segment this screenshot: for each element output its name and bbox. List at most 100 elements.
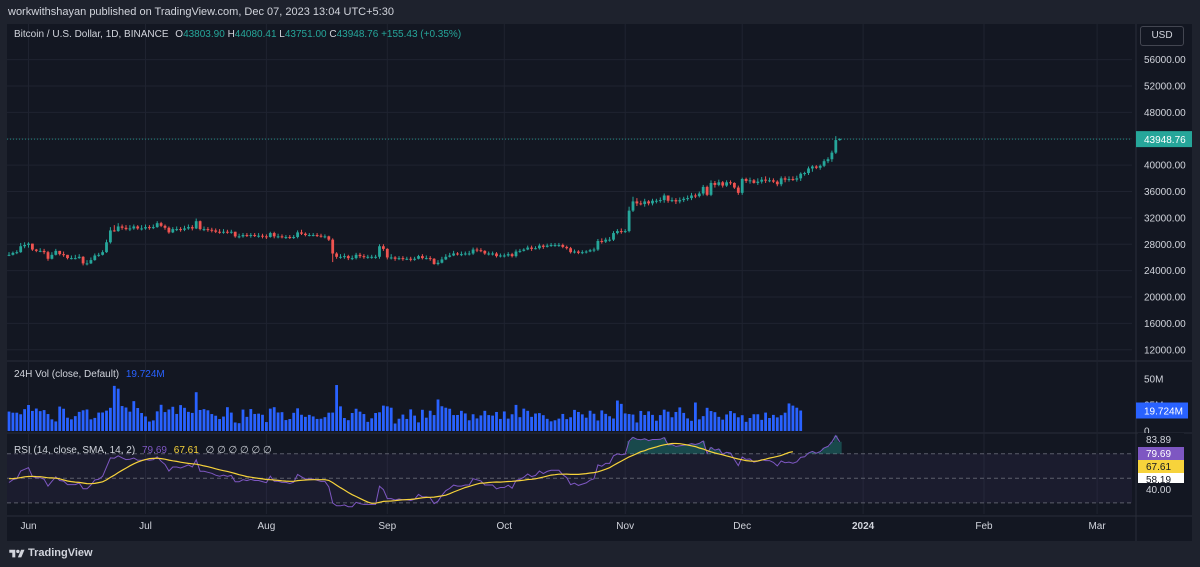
volume-bar: [475, 418, 479, 431]
candle-body: [179, 229, 182, 231]
volume-bar: [218, 419, 221, 431]
volume-bar: [144, 416, 147, 431]
x-tick-label: Jul: [139, 521, 152, 532]
volume-bar: [795, 407, 799, 431]
volume-bar: [772, 414, 775, 431]
low-value: 43751.00: [284, 29, 327, 40]
volume-bar: [27, 405, 30, 431]
candle-body: [639, 203, 643, 205]
candle-body: [522, 249, 526, 251]
currency-button[interactable]: USD: [1140, 26, 1184, 46]
candle-body: [268, 233, 272, 238]
candle-body: [226, 231, 229, 233]
candle-body: [50, 254, 54, 259]
volume-bar: [11, 412, 15, 431]
rsi-tick-label: 83.89: [1146, 435, 1171, 446]
volume-bar: [428, 410, 432, 431]
candle-body: [495, 253, 498, 257]
volume-bar: [280, 412, 284, 431]
candle-body: [335, 253, 338, 257]
volume-bar: [561, 413, 565, 431]
volume-bar: [249, 409, 253, 431]
volume-bar: [54, 421, 58, 431]
volume-bar: [604, 413, 608, 431]
volume-bar: [526, 410, 530, 431]
candle-body: [658, 200, 662, 202]
rsi-tick-label: 58.19: [1146, 475, 1171, 486]
candle-body: [343, 256, 346, 258]
volume-bar: [378, 412, 381, 431]
candle-body: [826, 159, 830, 162]
candle-body: [682, 198, 686, 201]
volume-bar: [389, 407, 393, 431]
volume-bar: [740, 415, 744, 431]
candle-body: [109, 230, 112, 243]
candle-body: [175, 229, 179, 231]
candle-body: [397, 258, 401, 260]
high-value: 44080.41: [234, 29, 277, 40]
candle-body: [643, 201, 647, 205]
candle-body: [280, 236, 284, 238]
chart-canvas[interactable]: Jun Jul Aug Sep Oct Nov Dec 2024 Feb Mar 56000.00 5…: [7, 24, 1192, 541]
candle-body: [697, 193, 701, 197]
candle-body: [167, 227, 171, 233]
candle-body: [666, 195, 670, 201]
candle-body: [569, 248, 572, 253]
candle-body: [77, 256, 81, 259]
candle-body: [385, 248, 389, 258]
x-tick-label: Aug: [258, 521, 276, 532]
x-tick-label: Oct: [497, 521, 513, 532]
candle-body: [631, 201, 635, 211]
candle-body: [144, 227, 147, 229]
y-tick-label: 12000.00: [1144, 345, 1186, 356]
volume-bar: [97, 412, 101, 431]
candle-body: [218, 231, 221, 233]
volume-bar: [577, 411, 580, 431]
candle-body: [409, 258, 413, 260]
volume-bar: [350, 413, 354, 431]
candle-body: [534, 248, 537, 250]
candle-body: [838, 139, 842, 141]
candle-body: [421, 256, 424, 259]
x-tick-label: 2024: [852, 521, 875, 532]
x-tick-label: Jun: [20, 521, 36, 532]
high-label: H: [227, 29, 235, 40]
volume-bar: [128, 411, 132, 431]
candle-body: [530, 247, 533, 249]
candle-body: [479, 250, 483, 252]
volume-bar: [237, 423, 241, 431]
candle-body: [354, 254, 358, 259]
volume-bar: [694, 402, 697, 431]
close-value: 43948.76: [336, 29, 379, 40]
volume-bar: [682, 412, 686, 431]
candle-body: [694, 195, 697, 197]
candle-body: [46, 252, 50, 259]
y-tick-label: 32000.00: [1144, 213, 1186, 224]
volume-bar: [666, 411, 670, 431]
volume-bar: [7, 411, 11, 431]
volume-bar: [81, 410, 85, 431]
candle-body: [463, 253, 467, 255]
volume-bar: [136, 408, 140, 431]
volume-bar: [538, 413, 541, 431]
candle-body: [132, 226, 136, 229]
volume-bar: [417, 422, 420, 431]
rsi-overbought-fill: [627, 435, 842, 454]
chart-area[interactable]: Jun Jul Aug Sep Oct Nov Dec 2024 Feb Mar 56000.00 5…: [7, 24, 1192, 541]
candle-body: [432, 258, 436, 265]
volume-bar: [77, 411, 81, 431]
candle-body: [795, 178, 799, 180]
candle-body: [674, 200, 678, 202]
candle-body: [85, 263, 89, 265]
candle-body: [171, 229, 175, 233]
volume-bar: [163, 412, 167, 431]
volume-bar: [331, 412, 335, 431]
volume-bar: [179, 405, 182, 431]
candle-body: [183, 228, 186, 230]
volume-bar: [311, 416, 315, 431]
volume-bar: [245, 416, 249, 431]
rsi-sma-line: [8, 442, 794, 504]
candle-body: [729, 182, 732, 184]
candle-body: [89, 260, 93, 264]
candle-body: [105, 242, 108, 253]
